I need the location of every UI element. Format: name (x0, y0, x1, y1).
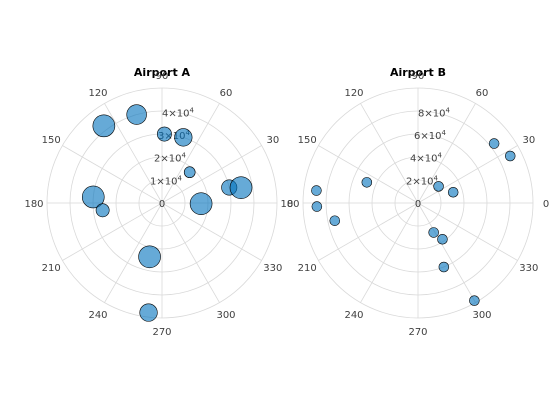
angular-gridline (417, 103, 476, 204)
data-point (428, 227, 439, 238)
theta-tick-label: 150 (42, 135, 61, 146)
angular-gridline (161, 103, 220, 204)
theta-tick-label: 270 (152, 327, 171, 338)
angular-gridline (161, 202, 262, 261)
r-tick-label: 2×104 (406, 174, 438, 187)
theta-tick-label: 210 (42, 263, 61, 274)
data-point (189, 192, 213, 215)
data-point (311, 201, 323, 212)
data-point (126, 104, 147, 125)
r-tick-label: 2×104 (154, 152, 186, 165)
theta-tick-label: 330 (263, 263, 282, 274)
chart-title: Airport B (390, 66, 446, 79)
data-point (229, 176, 253, 199)
theta-tick-label: 300 (216, 310, 235, 321)
data-point (438, 261, 450, 273)
r-tick-label: 1×104 (150, 174, 182, 187)
chart-title: Airport A (134, 66, 191, 79)
theta-tick-label: 300 (472, 310, 491, 321)
theta-tick-label: 330 (519, 263, 538, 274)
r-tick-label: 6×104 (414, 129, 446, 142)
data-point (95, 203, 110, 218)
theta-tick-label: 150 (298, 135, 317, 146)
data-point (361, 177, 373, 188)
theta-tick-label: 120 (344, 88, 363, 99)
r-tick-label: 0 (415, 199, 421, 210)
angular-gridline (161, 202, 220, 303)
data-point (469, 295, 480, 306)
data-point (504, 150, 516, 162)
data-point (311, 185, 322, 196)
data-point (488, 138, 500, 149)
angular-gridline (417, 202, 518, 261)
theta-tick-label: 30 (266, 135, 279, 146)
theta-tick-label: 60 (476, 88, 489, 99)
data-point (183, 166, 196, 179)
data-point (174, 128, 193, 147)
angular-gridline (104, 202, 163, 303)
data-point (92, 114, 116, 138)
angular-gridline (360, 202, 419, 303)
theta-tick-label: 270 (408, 327, 427, 338)
r-tick-label: 4×104 (162, 106, 194, 119)
theta-tick-label: 120 (88, 88, 107, 99)
r-tick-label: 0 (159, 199, 165, 210)
data-point (138, 245, 161, 269)
data-point (329, 215, 341, 226)
r-tick-label: 4×104 (410, 152, 442, 165)
data-point (447, 186, 459, 198)
theta-tick-label: 90 (156, 71, 169, 82)
theta-tick-label: 240 (344, 310, 363, 321)
theta-tick-label: 0 (543, 199, 549, 210)
angular-gridline (417, 202, 476, 303)
data-point (156, 126, 172, 142)
polar-axes-2: Airport B 0 30 60 90 120 150 180 210 240 270 300 330… (280, 66, 549, 338)
data-point (433, 181, 444, 192)
theta-tick-label: 210 (298, 263, 317, 274)
r-tick-label: 8×104 (418, 106, 450, 119)
theta-tick-label: 90 (412, 71, 425, 82)
data-point (139, 303, 158, 322)
angular-gridline (417, 145, 518, 204)
angular-gridline (104, 103, 163, 204)
angular-gridline (318, 145, 419, 204)
data-point (437, 233, 448, 245)
data-point (81, 185, 105, 209)
theta-tick-label: 0 (287, 199, 293, 210)
angular-gridline (62, 202, 163, 261)
angular-gridline (318, 202, 419, 261)
theta-tick-label: 180 (280, 199, 299, 210)
theta-tick-label: 30 (522, 135, 535, 146)
angular-gridline (62, 145, 163, 204)
theta-tick-label: 60 (220, 88, 233, 99)
theta-tick-label: 180 (24, 199, 43, 210)
angular-gridline (161, 145, 262, 204)
polar-axes-1: Airport A 0 30 60 90 120 150 180 210 240 270 300 330… (24, 66, 293, 338)
theta-tick-label: 240 (88, 310, 107, 321)
angular-gridline (360, 103, 419, 204)
